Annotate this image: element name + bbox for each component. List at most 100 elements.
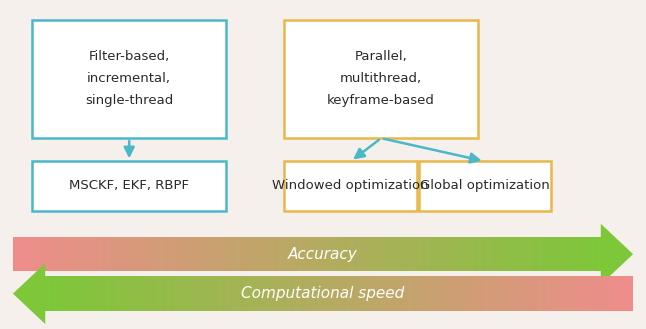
Bar <box>437 276 439 311</box>
Bar <box>492 276 494 311</box>
Bar <box>516 276 517 311</box>
Bar <box>138 276 140 311</box>
Bar <box>152 237 154 271</box>
Bar <box>333 276 335 311</box>
Bar <box>432 276 433 311</box>
Bar <box>289 237 291 271</box>
Bar <box>206 276 208 311</box>
Bar <box>95 237 97 271</box>
Bar <box>368 237 370 271</box>
Bar <box>625 276 627 311</box>
Bar <box>350 237 352 271</box>
Bar <box>280 237 282 271</box>
Bar <box>579 237 581 271</box>
Bar <box>313 237 315 271</box>
Bar <box>410 276 412 311</box>
Bar <box>100 276 102 311</box>
Bar <box>178 276 180 311</box>
Bar <box>245 276 247 311</box>
Bar <box>364 276 366 311</box>
Bar <box>413 276 415 311</box>
Bar <box>341 276 343 311</box>
Bar <box>136 276 138 311</box>
Bar <box>377 237 379 271</box>
Bar <box>422 237 424 271</box>
Bar <box>105 237 107 271</box>
Bar <box>182 237 183 271</box>
Bar <box>208 276 210 311</box>
Bar <box>394 276 396 311</box>
Bar <box>591 237 593 271</box>
Bar <box>271 237 273 271</box>
Bar <box>356 237 358 271</box>
Bar <box>555 276 557 311</box>
Bar <box>220 276 222 311</box>
Bar <box>238 237 240 271</box>
Bar <box>259 276 261 311</box>
Bar <box>83 237 85 271</box>
Bar <box>243 276 245 311</box>
Bar <box>567 237 569 271</box>
Bar <box>255 276 257 311</box>
Bar <box>235 276 237 311</box>
Bar <box>533 276 535 311</box>
Bar <box>223 237 225 271</box>
Bar <box>580 276 582 311</box>
Bar <box>306 276 307 311</box>
Bar <box>312 276 314 311</box>
Bar <box>134 276 136 311</box>
Bar <box>63 276 65 311</box>
Bar <box>563 276 565 311</box>
Bar <box>178 237 180 271</box>
Bar <box>597 237 599 271</box>
Bar <box>340 237 342 271</box>
Bar <box>324 276 326 311</box>
Bar <box>381 237 383 271</box>
Bar <box>563 237 565 271</box>
Bar <box>537 276 539 311</box>
Bar <box>488 276 490 311</box>
Bar <box>186 276 188 311</box>
Bar <box>271 276 273 311</box>
Bar <box>210 276 212 311</box>
Bar <box>519 237 521 271</box>
Bar <box>382 276 384 311</box>
Bar <box>606 276 608 311</box>
Bar <box>541 276 543 311</box>
Bar <box>360 237 362 271</box>
Bar <box>77 276 79 311</box>
Bar <box>421 276 423 311</box>
Bar <box>515 237 517 271</box>
Bar <box>70 276 72 311</box>
Bar <box>134 237 136 271</box>
Bar <box>567 276 568 311</box>
Bar <box>174 276 176 311</box>
Bar <box>130 237 132 271</box>
Bar <box>384 276 386 311</box>
Polygon shape <box>601 224 633 285</box>
Bar <box>193 276 194 311</box>
Bar <box>161 276 163 311</box>
Bar <box>434 237 436 271</box>
Bar <box>297 237 299 271</box>
Bar <box>266 237 267 271</box>
Bar <box>127 237 129 271</box>
Bar <box>138 237 140 271</box>
Bar <box>540 237 542 271</box>
Bar <box>72 237 74 271</box>
Bar <box>375 237 377 271</box>
Bar <box>576 237 578 271</box>
Bar <box>151 276 153 311</box>
Bar <box>256 237 258 271</box>
Bar <box>470 237 472 271</box>
Bar <box>81 237 83 271</box>
Bar <box>17 237 19 271</box>
Bar <box>51 276 53 311</box>
Bar <box>490 276 492 311</box>
Bar <box>102 276 104 311</box>
FancyBboxPatch shape <box>32 161 226 211</box>
Text: Windowed optimization: Windowed optimization <box>272 179 429 192</box>
Bar <box>548 237 550 271</box>
Bar <box>464 237 466 271</box>
Bar <box>278 276 280 311</box>
